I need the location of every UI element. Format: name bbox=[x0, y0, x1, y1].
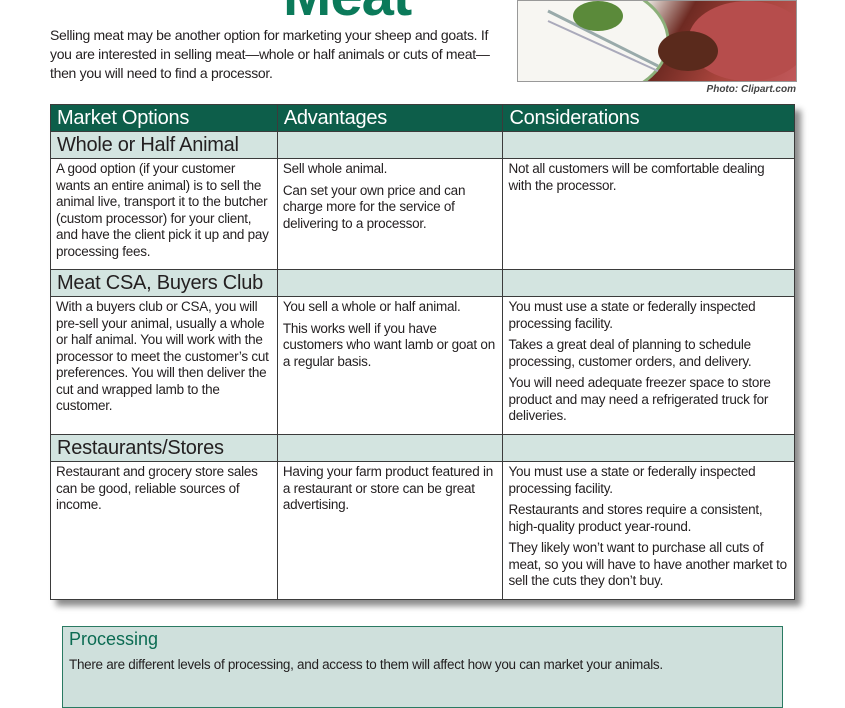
table-row: Restaurant and grocery store sales can b… bbox=[50, 461, 795, 600]
cell-text: They likely won’t want to purchase all c… bbox=[508, 540, 787, 588]
meat-photo bbox=[517, 0, 797, 82]
considerations-cell: Not all customers will be comfortable de… bbox=[502, 158, 795, 270]
table-row: With a buyers club or CSA, you will pre-… bbox=[50, 296, 795, 435]
cell-text: Sell whole animal. bbox=[282, 161, 388, 176]
cell-text: Can set your own price and can charge mo… bbox=[282, 182, 466, 231]
cell-text: With a buyers club or CSA, you will pre-… bbox=[56, 299, 269, 413]
section-title: Whole or Half Animal bbox=[50, 131, 278, 159]
advantages-cell: You sell a whole or half animal. This wor… bbox=[276, 296, 504, 435]
cell-text: You must use a state or federally inspec… bbox=[508, 299, 756, 331]
header-advantages: Advantages bbox=[276, 104, 504, 132]
header-market-options: Market Options bbox=[50, 104, 278, 132]
option-cell: With a buyers club or CSA, you will pre-… bbox=[50, 296, 278, 435]
section-title: Restaurants/Stores bbox=[50, 434, 278, 462]
section-row: Restaurants/Stores bbox=[50, 434, 795, 462]
cell-text: You will need adequate freezer space to … bbox=[508, 375, 771, 423]
considerations-cell: You must use a state or federally inspec… bbox=[502, 296, 795, 435]
processing-title: Processing bbox=[69, 629, 159, 649]
processing-box: Processing There are different levels of… bbox=[62, 626, 783, 708]
cell-text: Having your farm product featured in a r… bbox=[282, 464, 493, 512]
cell-text: Restaurants and stores require a consist… bbox=[508, 502, 763, 534]
cell-text: Not all customers will be comfortable de… bbox=[508, 161, 765, 193]
section-title: Meat CSA, Buyers Club bbox=[50, 269, 278, 297]
intro-paragraph: Selling meat may be another option for m… bbox=[50, 27, 490, 81]
cell-text: A good option (if your customer wants an… bbox=[56, 161, 269, 259]
considerations-cell: You must use a state or federally inspec… bbox=[502, 461, 795, 600]
market-options-table: Market Options Advantages Considerations… bbox=[50, 104, 795, 600]
option-cell: Restaurant and grocery store sales can b… bbox=[50, 461, 278, 600]
cell-text: Restaurant and grocery store sales can b… bbox=[56, 464, 258, 512]
photo-caption: Photo: Clipart.com bbox=[706, 84, 796, 95]
advantages-cell: Having your farm product featured in a r… bbox=[276, 461, 504, 600]
processing-text: There are different levels of processing… bbox=[69, 657, 663, 672]
cell-text: You sell a whole or half animal. bbox=[282, 299, 461, 314]
header-considerations: Considerations bbox=[502, 104, 795, 132]
cell-text: This works well if you have customers wh… bbox=[282, 320, 495, 369]
advantages-cell: Sell whole animal. Can set your own price… bbox=[276, 158, 504, 270]
section-row: Whole or Half Animal bbox=[50, 131, 795, 159]
table-header-row: Market Options Advantages Considerations bbox=[50, 104, 795, 132]
cell-text: Takes a great deal of planning to schedu… bbox=[508, 337, 752, 369]
cell-text: You must use a state or federally inspec… bbox=[508, 464, 756, 496]
table-row: A good option (if your customer wants an… bbox=[50, 158, 795, 270]
section-row: Meat CSA, Buyers Club bbox=[50, 269, 795, 297]
page-title: Meat bbox=[283, 0, 412, 29]
option-cell: A good option (if your customer wants an… bbox=[50, 158, 278, 270]
